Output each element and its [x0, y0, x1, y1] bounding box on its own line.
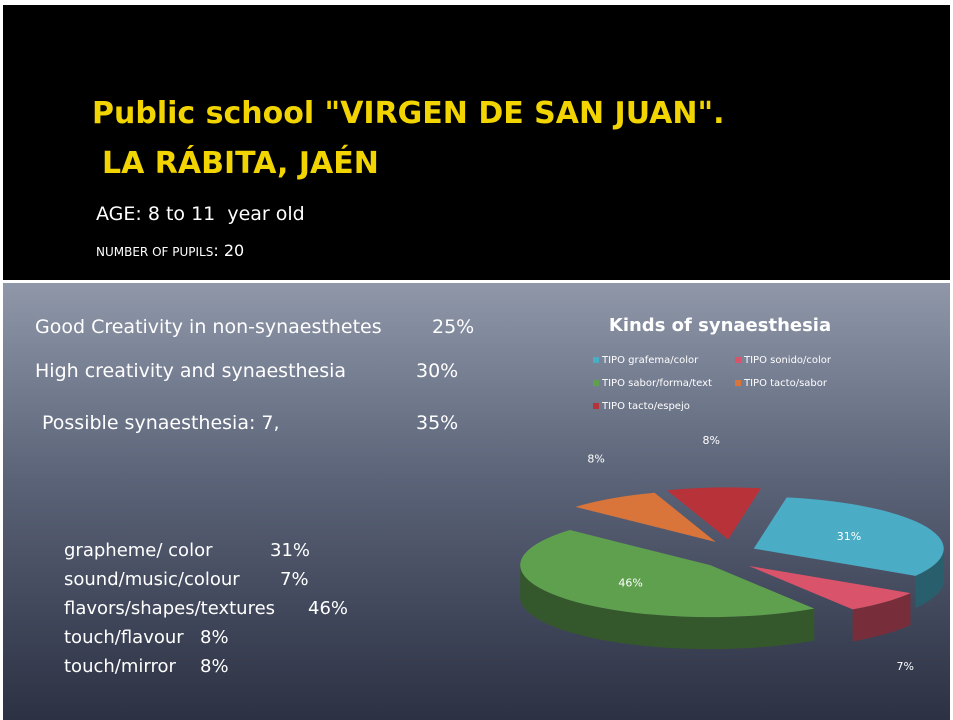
kind-label: flavors/shapes/textures	[64, 598, 276, 619]
kind-value: 8%	[200, 656, 229, 677]
stat-label: Good Creativity in non-synaesthetes	[35, 316, 382, 338]
slice	[753, 497, 944, 576]
kind-value: 8%	[200, 627, 229, 648]
slice-side	[915, 548, 944, 608]
slice-label: 31%	[837, 530, 861, 543]
legend-swatch	[593, 380, 599, 386]
chart-title: Kinds of synaesthesia	[609, 315, 831, 336]
legend-swatch	[593, 403, 599, 409]
slice-side	[852, 593, 911, 642]
legend-label: TIPO grafema/color	[601, 355, 699, 366]
header-band	[3, 5, 950, 280]
slice	[575, 492, 716, 542]
kind-label: touch/flavour	[64, 627, 184, 648]
stat-value: 25%	[432, 316, 475, 338]
stat-value: 30%	[416, 360, 459, 382]
pupils-label: NUMBER OF PUPILS	[96, 245, 214, 259]
kind-label: sound/music/colour	[64, 569, 240, 590]
slice	[748, 565, 911, 610]
slice-label: 46%	[618, 577, 642, 590]
title: LA RÁBITA, JAÉN	[102, 146, 379, 181]
pupils-value: : 20	[213, 241, 245, 260]
kind-label: grapheme/ color	[64, 540, 213, 561]
kind-label: touch/mirror	[64, 656, 176, 677]
slice	[520, 530, 815, 618]
slice-label: 8%	[703, 434, 720, 447]
kind-value: 46%	[308, 598, 349, 619]
stat-value: 35%	[416, 412, 459, 434]
kind-value: 31%	[270, 540, 311, 561]
slice-side	[520, 565, 815, 650]
stat-label: High creativity and synaesthesia	[35, 360, 347, 382]
legend-swatch	[735, 357, 741, 363]
slice	[666, 487, 761, 540]
legend-label: TIPO tacto/sabor	[743, 378, 828, 389]
kind-value: 7%	[280, 569, 309, 590]
legend-label: TIPO tacto/espejo	[601, 401, 690, 412]
legend-label: TIPO sabor/forma/text	[601, 378, 712, 389]
legend-label: TIPO sonido/color	[743, 355, 832, 366]
slice-label: 8%	[587, 452, 604, 465]
age: AGE: 8 to 11 year old	[96, 203, 305, 225]
stat-label: Possible synaesthesia: 7,	[42, 412, 280, 434]
legend-swatch	[593, 357, 599, 363]
title: Public school "VIRGEN DE SAN JUAN".	[92, 96, 725, 131]
pupils: NUMBER OF PUPILS: 20	[96, 241, 244, 260]
slice-label: 7%	[897, 660, 914, 673]
legend-swatch	[735, 380, 741, 386]
